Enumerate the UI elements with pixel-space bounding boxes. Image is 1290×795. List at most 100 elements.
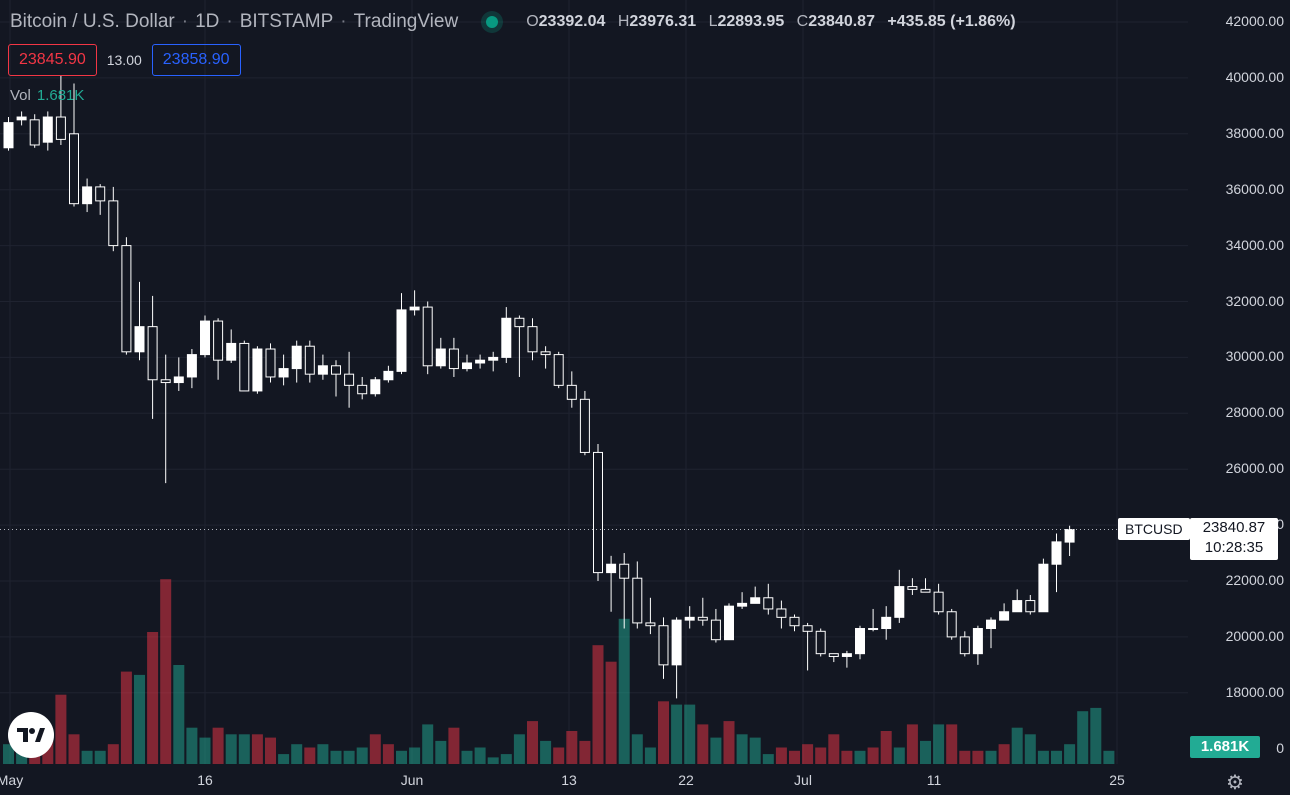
- volume-bar: [173, 665, 185, 764]
- price-tick-label: 28000.00: [1225, 404, 1284, 421]
- candle-body: [894, 586, 905, 618]
- open-label: O: [526, 13, 539, 30]
- volume-bar: [867, 747, 879, 764]
- volume-bar: [107, 744, 119, 764]
- candle-body: [933, 591, 944, 613]
- volume-bar: [225, 734, 237, 764]
- candle-body: [1051, 541, 1062, 565]
- last-price-tag: 23840.87 10:28:35: [1190, 518, 1278, 560]
- volume-zero-label: 0: [1276, 740, 1284, 756]
- volume-bar: [959, 750, 971, 764]
- symbol-price-tag: BTCUSD: [1118, 518, 1190, 540]
- volume-bar: [723, 721, 735, 764]
- candle-body: [789, 616, 800, 627]
- volume-bar: [880, 731, 892, 764]
- candle-body: [475, 359, 486, 364]
- price-tick-label: 42000.00: [1225, 13, 1284, 29]
- candle-body: [776, 608, 787, 618]
- candle-body: [278, 368, 289, 378]
- candle-body: [462, 362, 472, 370]
- volume-legend[interactable]: Vol 1.681K: [10, 87, 84, 104]
- volume-bar: [461, 750, 473, 764]
- volume-bar: [291, 744, 303, 764]
- high-label: H: [617, 13, 630, 30]
- volume-bar: [775, 747, 787, 764]
- candle-body: [645, 622, 656, 627]
- candle-body: [527, 326, 538, 353]
- candle-body: [435, 348, 446, 367]
- buy-price-button[interactable]: 23858.90: [151, 44, 241, 76]
- price-tick-label: 36000.00: [1225, 180, 1284, 197]
- candle-body: [606, 563, 617, 574]
- spread-value: 13.00: [106, 52, 142, 68]
- chart-header: Bitcoin / U.S. Dollar · 1D · BITSTAMP · …: [10, 11, 1016, 32]
- volume-bar: [1103, 750, 1115, 764]
- sell-price-button[interactable]: 23845.90: [8, 44, 97, 76]
- candle-body: [226, 342, 237, 361]
- volume-bar: [631, 734, 643, 764]
- volume-bar: [841, 750, 853, 764]
- volume-bar: [1024, 734, 1036, 764]
- volume-bar: [527, 721, 538, 764]
- trade-buttons: 23845.90 13.00 23858.90: [8, 44, 241, 76]
- volume-bar: [330, 750, 342, 764]
- volume-bar: [828, 734, 840, 764]
- candle-body: [986, 619, 996, 630]
- candle-body: [370, 379, 381, 395]
- candle-body: [881, 616, 892, 630]
- volume-bar: [343, 750, 355, 764]
- symbol-name[interactable]: Bitcoin / U.S. Dollar: [10, 11, 175, 32]
- candle-body: [815, 630, 826, 655]
- volume-bar: [906, 724, 918, 764]
- candle-body: [304, 345, 315, 375]
- gear-icon[interactable]: ⚙: [1226, 772, 1244, 794]
- volume-value: 1.681K: [36, 87, 85, 104]
- volume-bar: [933, 724, 945, 764]
- open-value: 23392.04: [538, 13, 606, 30]
- candle-body: [671, 619, 682, 666]
- volume-bar: [55, 694, 67, 764]
- candle-body: [396, 309, 407, 372]
- candle-body: [239, 342, 250, 392]
- volume-bar: [134, 674, 145, 764]
- candle-body: [710, 619, 721, 641]
- interval[interactable]: 1D: [195, 11, 220, 32]
- candle-body: [999, 611, 1010, 621]
- volume-bar: [382, 744, 394, 764]
- candle-body: [566, 384, 577, 400]
- candle-body: [422, 306, 433, 367]
- volume-bar: [42, 740, 54, 764]
- candle-body: [619, 563, 630, 579]
- candle-body: [724, 605, 734, 641]
- candle-body: [737, 602, 748, 607]
- candle-body: [82, 186, 93, 205]
- volume-bar: [160, 579, 172, 764]
- time-tick-label: 13: [561, 772, 577, 788]
- low-label: L: [708, 13, 718, 30]
- candle-body: [252, 348, 263, 392]
- candle-body: [972, 628, 983, 655]
- candle-body: [121, 245, 132, 353]
- candle-body: [409, 306, 420, 311]
- bar-countdown: 10:28:35: [1204, 539, 1264, 556]
- candle-body: [383, 370, 394, 381]
- candle-body: [959, 636, 970, 655]
- candle-body: [42, 116, 53, 143]
- time-tick-label: Jul: [794, 772, 812, 788]
- volume-bar: [500, 754, 512, 764]
- tradingview-logo-icon[interactable]: [8, 712, 54, 758]
- volume-bar: [553, 747, 565, 764]
- volume-bar: [356, 747, 368, 764]
- volume-bar: [1011, 727, 1023, 764]
- volume-bar: [540, 740, 552, 764]
- volume-bar: [658, 701, 669, 764]
- candle-body: [16, 116, 27, 121]
- candle-body: [448, 348, 459, 370]
- candle-body: [265, 348, 276, 378]
- candle-body: [200, 320, 210, 356]
- candle-body: [501, 317, 512, 358]
- volume-bar: [68, 734, 80, 764]
- volume-bar: [802, 744, 814, 764]
- volume-bar: [985, 750, 997, 764]
